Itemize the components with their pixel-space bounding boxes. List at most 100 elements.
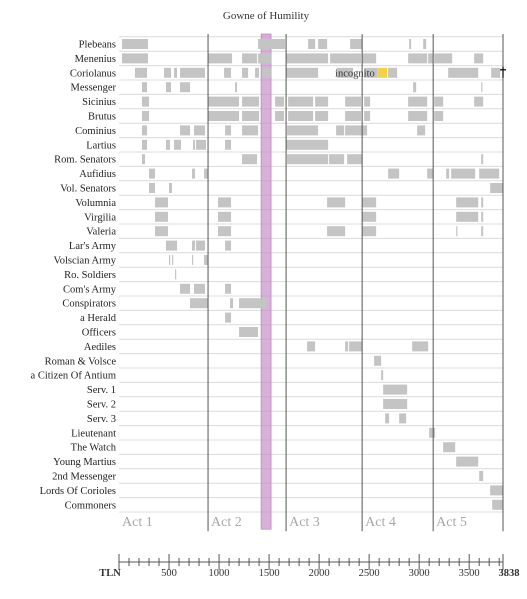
appearance-bar [456,456,479,467]
appearance-bar [172,255,174,265]
appearance-bar [135,67,148,78]
appearance-bar [434,53,453,64]
appearance-bar [208,53,233,64]
appearance-bar [479,168,500,179]
appearance-bar [288,111,314,121]
x-tick-label: 500 [161,568,177,579]
appearance-bar [225,312,232,323]
appearance-bar [239,298,262,309]
appearance-bar [193,139,196,150]
appearance-bar [350,39,363,49]
row-label: Lieutenant [71,428,116,439]
row-label: Commoners [65,500,116,511]
appearance-bar [194,125,206,136]
appearance-bar [364,67,378,78]
appearance-bar [349,341,363,352]
chart-title: Gowne of Humility [223,10,310,22]
appearance-bar [242,125,259,136]
row-label: Virgilia [84,212,116,223]
row-label: Serv. 3 [87,414,116,425]
appearance-bar [218,226,232,237]
row-label: Lartius [86,140,116,151]
appearance-bar [381,370,384,381]
appearance-bar [385,413,390,424]
appearance-bar [218,211,232,222]
appearance-bar [194,283,206,294]
appearance-bar [408,53,428,64]
appearance-bar [255,67,260,78]
appearance-bar [155,226,169,237]
row-label: Roman & Volsce [45,356,117,367]
row-label: Messenger [71,83,117,94]
appearance-bar [408,111,428,121]
appearance-bar [307,341,316,352]
appearance-bar [208,111,240,121]
appearance-bar [492,499,503,510]
highlight-band-layer [260,33,272,530]
appearance-bar [142,125,148,136]
appearance-bar [308,39,316,49]
appearance-bar [434,96,444,107]
appearance-bar [258,53,272,64]
appearance-bar [412,341,429,352]
appearance-bar [388,67,398,78]
row-label: Conspirators [62,299,116,310]
x-tick-label: 3500 [459,568,480,579]
appearance-bar [196,139,207,150]
x-tick-label: 3000 [409,568,430,579]
appearance-bar [149,168,156,179]
appearance-bar [456,226,458,237]
appearance-bar [235,82,238,93]
row-label: Valeria [86,227,116,238]
appearance-bar [456,211,479,222]
appearance-bar [175,269,177,280]
x-tick-label: 1500 [259,568,280,579]
act-label: Act 3 [289,515,320,530]
appearance-bar [287,125,319,136]
appearance-bar [164,67,172,78]
appearance-bar [204,168,209,179]
act-label: Act 5 [436,515,467,530]
act-label: Act 2 [211,515,242,530]
appearance-bar [413,82,417,93]
row-label: Com's Army [63,284,117,295]
appearance-bar [166,240,178,251]
appearance-bar [261,298,268,309]
appearance-bar [169,255,171,265]
appearance-bar [329,154,345,165]
appearance-bar [287,154,329,165]
appearance-bar [208,96,240,107]
appearance-bar [192,168,196,179]
appearance-bar [275,111,285,121]
appearance-bar [481,197,484,208]
row-label: Sicinius [82,97,116,108]
appearance-bar [224,67,232,78]
x-axis: TLN 500 1000 1500 2000 2500 3000 3500 3838 [99,554,520,579]
appearance-bar [429,427,436,438]
row-label: Lords Of Corioles [40,486,116,497]
appearance-bar [481,154,484,165]
x-tick-label: TLN [99,568,121,579]
appearance-bar [142,139,148,150]
row-labels: Plebeans Menenius Coriolanus Messenger Sicin… [31,40,117,512]
appearance-bar [364,111,371,121]
incognito-annotation: incognito [335,68,375,79]
appearance-bar [166,139,171,150]
act-dividers: Act 1 Act 2 Act 3 Act 4 Act 5 [122,34,504,532]
appearance-bar [122,53,149,64]
appearance-bar [481,211,484,222]
appearance-bar [330,53,362,64]
appearance-bar [479,471,484,481]
appearance-bar [239,327,259,337]
appearance-bar [474,96,484,107]
appearance-bar [481,82,483,93]
row-label: Aediles [84,342,116,353]
appearance-bar [374,355,382,366]
appearance-bar [225,283,232,294]
appearance-bar [225,139,232,150]
appearance-bar [180,125,191,136]
appearance-bar [337,67,354,78]
appearance-bar [491,67,501,78]
appearance-bar [364,96,371,107]
appearance-bar [490,183,503,193]
